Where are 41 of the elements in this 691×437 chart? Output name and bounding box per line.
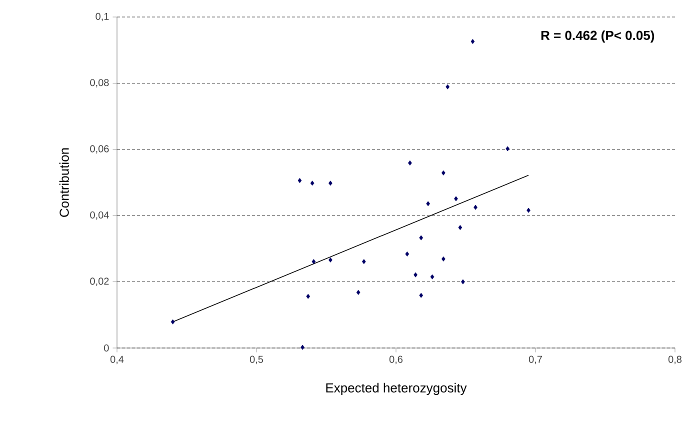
point: [506, 146, 510, 152]
y-tick-label: 0,1: [96, 12, 109, 22]
x-axis-title: Expected heterozygosity: [326, 382, 467, 396]
point: [458, 225, 462, 230]
point: [442, 256, 446, 262]
y-tick-label: 0: [104, 344, 109, 352]
point: [426, 201, 430, 206]
x-tick-label: 0,6: [389, 356, 403, 364]
y-axis-title: Contribution: [59, 148, 69, 217]
point: [474, 204, 478, 210]
point: [328, 257, 332, 262]
point: [419, 292, 424, 298]
point: [300, 344, 304, 350]
point: [405, 251, 410, 256]
point: [470, 38, 475, 44]
x-tick-label: 0,4: [110, 356, 124, 364]
y-tick-label: 0,08: [90, 79, 109, 88]
point: [461, 279, 465, 284]
point: [328, 180, 332, 186]
point: [419, 235, 424, 240]
y-tick-label: 0,06: [90, 145, 109, 154]
point: [442, 170, 446, 176]
point: [170, 319, 175, 324]
y-tick-label: 0,04: [90, 211, 109, 220]
x-tick-label: 0,7: [528, 356, 542, 364]
annotation: R = 0.462 (P< 0.05): [541, 30, 654, 43]
point: [356, 290, 360, 295]
y-tick-label: 0,02: [90, 278, 109, 286]
point: [454, 196, 458, 202]
point: [312, 259, 316, 264]
point: [298, 178, 302, 184]
point: [526, 208, 530, 213]
x-tick-label: 0,5: [250, 356, 264, 364]
point: [362, 259, 366, 264]
point: [414, 272, 418, 278]
point: [446, 84, 450, 90]
x-tick-label: 0,8: [668, 356, 682, 364]
point: [310, 180, 314, 186]
point: [430, 274, 434, 280]
point: [408, 160, 412, 166]
point: [306, 294, 310, 299]
